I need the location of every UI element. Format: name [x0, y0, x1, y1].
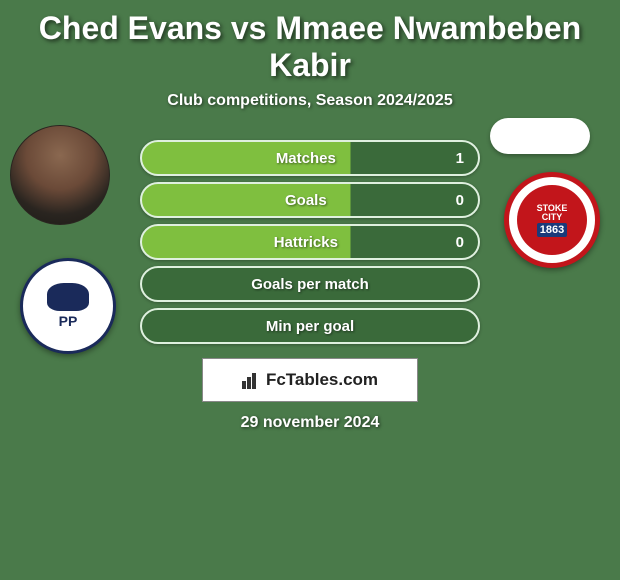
stat-label: Hattricks: [274, 234, 338, 251]
stat-row: Hattricks 0: [0, 224, 620, 260]
player1-name: Ched Evans: [39, 10, 222, 46]
date-text: 29 november 2024: [0, 414, 620, 432]
stats-area: Matches 1 Goals 0 Hattricks 0 Goals per …: [0, 140, 620, 344]
stat-row: Matches 1: [0, 140, 620, 176]
page-title: Ched Evans vs Mmaee Nwambeben Kabir: [0, 0, 620, 84]
stat-row: Min per goal: [0, 308, 620, 344]
player2-name: Mmaee Nwambeben Kabir: [269, 10, 581, 83]
vs-text: vs: [231, 10, 267, 46]
stat-pill-hattricks: Hattricks 0: [140, 224, 480, 260]
stat-label: Min per goal: [266, 318, 354, 335]
stat-pill-mpg: Min per goal: [140, 308, 480, 344]
stat-pill-goals: Goals 0: [140, 182, 480, 218]
brand-box[interactable]: FcTables.com: [202, 358, 418, 402]
subtitle: Club competitions, Season 2024/2025: [0, 92, 620, 110]
stat-row: Goals 0: [0, 182, 620, 218]
stat-pill-gpm: Goals per match: [140, 266, 480, 302]
stat-label: Goals: [285, 192, 327, 209]
stat-right-val: 0: [456, 234, 464, 251]
stat-label: Goals per match: [251, 276, 369, 293]
stat-right-val: 0: [456, 192, 464, 209]
stat-label: Matches: [276, 150, 336, 167]
stat-row: Goals per match: [0, 266, 620, 302]
stat-right-val: 1: [456, 150, 464, 167]
stat-pill-matches: Matches 1: [140, 140, 480, 176]
brand-text: FcTables.com: [266, 370, 378, 390]
chart-icon: [242, 371, 262, 389]
